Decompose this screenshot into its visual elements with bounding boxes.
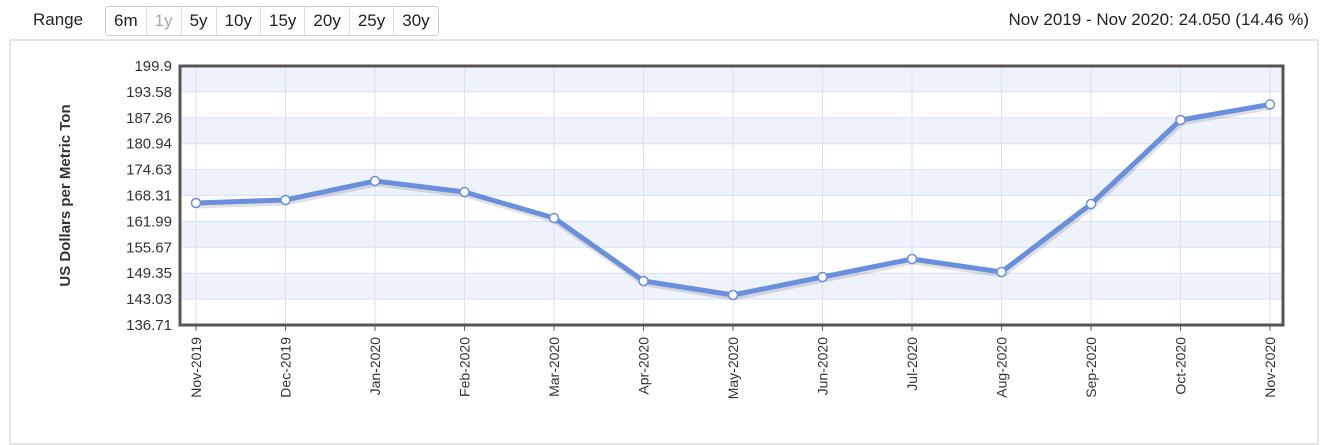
plot-border: [178, 64, 1285, 327]
range-button[interactable]: 5y: [182, 7, 217, 35]
y-tick-label: 180.94: [126, 136, 172, 153]
range-buttons: 6m 1y 5y 10y 15y 20y 25y 30y: [105, 6, 439, 36]
point: [280, 194, 291, 206]
point: [638, 275, 649, 287]
x-tick-label: Dec-2019: [278, 337, 294, 398]
x-tick-label: Nov-2020: [1262, 337, 1278, 398]
y-tick-label: 174.63: [126, 162, 172, 179]
x-tick-label: Jul-2020: [904, 337, 920, 391]
x-tick-label: Feb-2020: [457, 337, 473, 397]
point: [817, 271, 828, 283]
x-tick-label: Nov-2019: [188, 337, 204, 398]
x-tick-label: May-2020: [725, 337, 741, 399]
range-button[interactable]: 30y: [402, 11, 430, 30]
range-label: Range: [33, 10, 84, 29]
band: [180, 117, 1283, 144]
range-button[interactable]: 6m: [106, 7, 147, 35]
point: [996, 266, 1007, 278]
point: [906, 253, 918, 265]
y-tick-label: 193.58: [126, 84, 172, 101]
y-tick-label: 161.99: [126, 213, 172, 230]
y-tick-label: 199.9: [134, 58, 172, 75]
point: [369, 175, 381, 187]
x-tick-label: Mar-2020: [546, 337, 562, 397]
range-button[interactable]: 10y: [217, 7, 261, 35]
x-tick-label: Aug-2020: [994, 337, 1010, 398]
range-button[interactable]: 20y: [305, 7, 350, 35]
y-tick-label: 149.35: [126, 265, 172, 282]
x-tick-label: Sep-2020: [1083, 337, 1099, 398]
point: [548, 212, 560, 224]
y-tick-label: 143.03: [126, 291, 172, 308]
chart-frame: [9, 39, 1319, 445]
point: [1085, 198, 1097, 210]
y-axis-title: US Dollars per Metric Ton: [57, 104, 74, 286]
point: [727, 289, 739, 301]
point: [1264, 99, 1276, 110]
summary: Nov 2019 - Nov 2020: 24.050 (14.46 %): [1008, 10, 1309, 29]
x-tick-label: Jan-2020: [367, 337, 383, 396]
x-tick-label: Oct-2020: [1173, 337, 1189, 395]
band: [180, 66, 1283, 92]
y-tick-label: 155.67: [126, 239, 172, 256]
point: [1175, 114, 1186, 126]
band: [180, 221, 1283, 248]
point: [459, 186, 470, 198]
y-tick-label: 187.26: [126, 110, 172, 127]
range-button[interactable]: 25y: [350, 7, 395, 35]
range-button[interactable]: 15y: [261, 7, 306, 35]
y-tick-label: 136.71: [126, 317, 172, 334]
x-tick-label: Jun-2020: [815, 337, 831, 396]
range-button[interactable]: 1y: [147, 7, 182, 35]
x-tick-label: Apr-2020: [636, 337, 652, 395]
toolbar: Range 6m 1y 5y 10y 15y 20y 25y 30y Nov 2019 - N…: [0, 0, 1323, 40]
y-tick-label: 168.31: [126, 187, 172, 204]
point: [190, 197, 202, 209]
